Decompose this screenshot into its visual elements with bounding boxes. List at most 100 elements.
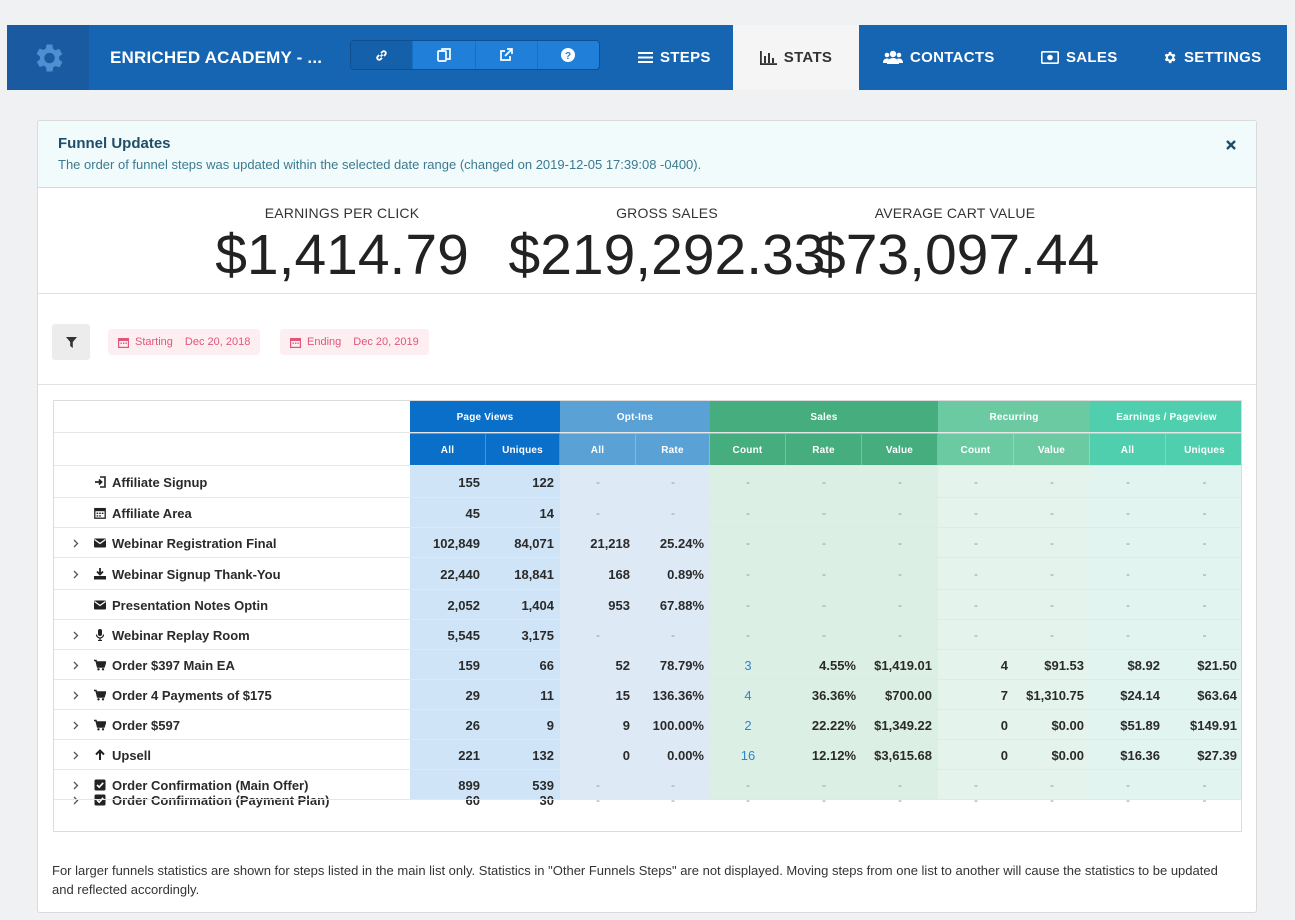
alert-close-button[interactable] (1226, 137, 1236, 155)
step-name[interactable]: Order $597 (94, 710, 180, 740)
expand-toggle[interactable] (73, 650, 79, 680)
row-divider (54, 649, 1241, 650)
column-header[interactable]: Rate (636, 433, 710, 466)
table-row[interactable]: Webinar Signup Thank-You 22,440 18,841 168 0… (54, 558, 1241, 590)
help-button[interactable]: ? (538, 41, 599, 69)
column-header[interactable]: All (410, 433, 486, 466)
close-icon (1226, 140, 1236, 150)
step-name[interactable]: Order Confirmation (Main Offer) (94, 770, 308, 800)
expand-toggle[interactable] (73, 710, 79, 740)
step-name[interactable]: Webinar Registration Final (94, 528, 276, 558)
step-name[interactable]: Webinar Replay Room (94, 620, 250, 650)
tab-sales[interactable]: SALES (1041, 25, 1118, 90)
cell-bg (786, 620, 862, 650)
cell-bg (410, 710, 486, 740)
tab-steps[interactable]: STEPS (638, 25, 711, 90)
table-row[interactable]: Presentation Notes Optin 2,052 1,404 953 67.… (54, 590, 1241, 620)
table-cell: $8.92 (1127, 657, 1160, 673)
table-cell: - (822, 536, 826, 550)
tab-contacts[interactable]: CONTACTS (883, 25, 995, 90)
column-header[interactable]: Value (1014, 433, 1090, 466)
cell-bg (938, 740, 1014, 770)
step-name-label: Presentation Notes Optin (112, 597, 269, 613)
cell-bg (486, 498, 560, 528)
table-cell: $3,615.68 (874, 747, 932, 763)
table-row[interactable]: Affiliate Area 45 14 - - - - - - - - - (54, 498, 1241, 528)
sales-count-link[interactable]: 4 (744, 687, 752, 703)
expand-toggle[interactable] (73, 620, 79, 650)
cell-bg (486, 528, 560, 558)
table-cell: $24.14 (1120, 687, 1160, 703)
sales-count-link[interactable]: 16 (740, 747, 756, 763)
funnel-settings-button[interactable] (7, 25, 89, 90)
column-header[interactable]: Count (938, 433, 1014, 466)
step-name-label: Affiliate Signup (112, 474, 208, 490)
expand-toggle[interactable] (73, 770, 79, 800)
cell-bg (1166, 710, 1241, 740)
end-date-picker[interactable]: Ending Dec 20, 2019 (280, 329, 429, 355)
table-cell: $149.91 (1190, 717, 1237, 733)
table-row[interactable]: Order $597 26 9 9 100.00% 2 22.22% $1,349.22 0 $0… (54, 710, 1241, 740)
column-header[interactable]: Uniques (486, 433, 560, 466)
cell-bg (786, 710, 862, 740)
table-cell: - (974, 506, 978, 520)
row-divider (54, 769, 1241, 770)
table-cell: - (746, 778, 750, 792)
step-name[interactable]: Affiliate Signup (94, 466, 207, 498)
table-row[interactable]: Affiliate Signup 155 122 - - - - - - - - - (54, 466, 1241, 498)
column-header[interactable]: Rate (786, 433, 862, 466)
open-external-button[interactable] (476, 41, 538, 69)
table-cell: 899 (458, 777, 480, 793)
cell-bg (1014, 770, 1090, 800)
column-header[interactable]: Count (710, 433, 786, 466)
expand-toggle[interactable] (73, 680, 79, 710)
step-name[interactable]: Webinar Signup Thank-You (94, 558, 281, 590)
table-cell: 102,849 (433, 535, 480, 551)
cell-bg (1014, 680, 1090, 710)
sales-count-link[interactable]: 2 (744, 717, 752, 733)
table-cell: - (671, 475, 675, 489)
cell-bg (938, 650, 1014, 680)
expand-toggle[interactable] (73, 740, 79, 770)
column-header[interactable]: All (560, 433, 636, 466)
cell-bg (786, 528, 862, 558)
users-icon (883, 50, 903, 64)
expand-toggle[interactable] (73, 558, 79, 590)
filter-button[interactable] (52, 324, 90, 360)
table-group-header: Page Views Opt-Ins Sales Recurring Earnings … (54, 401, 1241, 433)
expand-toggle[interactable] (73, 528, 79, 558)
step-name[interactable]: Order 4 Payments of $175 (94, 680, 272, 710)
step-name-label: Order $597 (112, 717, 180, 733)
copy-button[interactable] (413, 41, 476, 69)
cell-bg (486, 740, 560, 770)
table-row[interactable]: Webinar Replay Room 5,545 3,175 - - - - - - - - - (54, 620, 1241, 650)
column-header[interactable]: All (1090, 433, 1166, 466)
cell-bg (710, 740, 786, 770)
table-cell: 7 (1000, 687, 1008, 703)
table-row[interactable]: Order $397 Main EA 159 66 52 78.79% 3 4.55% $1,… (54, 650, 1241, 680)
sales-count-link[interactable]: 3 (744, 657, 752, 673)
step-name[interactable]: Upsell (94, 740, 151, 770)
link-button[interactable] (351, 41, 414, 69)
tab-stats[interactable]: STATS (733, 25, 859, 90)
table-cell: 21,218 (590, 535, 630, 551)
start-date-picker[interactable]: Starting Dec 20, 2018 (108, 329, 261, 355)
step-name[interactable]: Affiliate Area (94, 498, 192, 528)
tab-settings[interactable]: SETTINGS (1162, 25, 1261, 90)
step-name[interactable]: Order $397 Main EA (94, 650, 235, 680)
table-cell: - (898, 536, 902, 550)
calendar-icon (290, 337, 301, 348)
cell-bg (938, 558, 1014, 590)
column-header[interactable]: Value (862, 433, 938, 466)
microphone-icon (94, 629, 106, 641)
table-row[interactable]: Order 4 Payments of $175 29 11 15 136.36% 4 36… (54, 680, 1241, 710)
step-name[interactable]: Presentation Notes Optin (94, 590, 268, 620)
cell-bg (862, 528, 938, 558)
cell-bg (1090, 770, 1166, 800)
column-header[interactable]: Uniques (1166, 433, 1241, 466)
table-row[interactable]: Upsell 221 132 0 0.00% 16 12.12% $3,615.68 0 $0.0… (54, 740, 1241, 770)
table-cell: 953 (608, 597, 630, 613)
table-row[interactable]: Webinar Registration Final 102,849 84,071 2… (54, 528, 1241, 558)
funnel-title[interactable]: ENRICHED ACADEMY - ... (110, 48, 323, 67)
table-cell: 36.36% (811, 687, 856, 703)
